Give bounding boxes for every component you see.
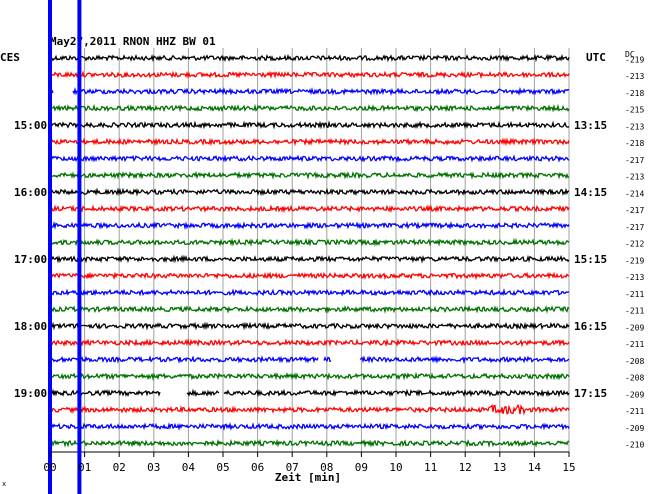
dc-value-label: -209 [625, 424, 644, 433]
corner-mark: x [2, 480, 6, 488]
dc-value-label: -215 [625, 106, 644, 115]
trace-line [49, 338, 570, 348]
trace-line [49, 220, 570, 231]
time-marker-bar [48, 0, 52, 494]
x-tick-label: 01 [78, 461, 91, 474]
x-tick-label: 06 [251, 461, 264, 474]
x-tick-label: 07 [286, 461, 299, 474]
dc-value-label: -213 [625, 173, 644, 182]
trace-line [49, 355, 570, 365]
trace-line [49, 86, 570, 97]
trace-line [49, 321, 570, 331]
dc-value-label: -208 [625, 374, 644, 383]
x-tick-label: 11 [424, 461, 437, 474]
trace-line [49, 154, 570, 163]
dc-value-label: -211 [625, 307, 644, 316]
trace-line [49, 371, 570, 381]
right-axis-label: UTC [586, 51, 606, 64]
chart-title: May27,2011 RNON HHZ BW 01 [50, 35, 216, 48]
dc-value-label: -210 [625, 441, 644, 450]
marker-group [48, 0, 82, 494]
hour-label-utc: 13:15 [574, 119, 607, 132]
trace-line [49, 237, 570, 247]
dc-header: DC [625, 50, 635, 59]
x-tick-label: 05 [216, 461, 229, 474]
dc-value-label: -217 [625, 156, 644, 165]
trace-line [49, 70, 570, 80]
x-tick-label: 04 [182, 461, 196, 474]
dc-value-label: -209 [625, 390, 644, 399]
dc-value-label: -218 [625, 89, 644, 98]
trace-line [49, 271, 570, 281]
trace-line [49, 422, 570, 432]
x-tick-group: 00 01 02 03 04 05 06 07 08 09 10 11 12 13 14 15 [43, 452, 576, 474]
trace-line [49, 438, 570, 448]
label-group: -219 -213 -218 -215 -213 -218 -217 -213 -214 -217… [14, 55, 644, 449]
x-tick-label: 14 [528, 461, 542, 474]
trace-line [49, 187, 570, 197]
dc-value-label: -217 [625, 223, 644, 232]
dc-value-label: -211 [625, 407, 644, 416]
trace-line [49, 103, 570, 113]
hour-label-utc: 15:15 [574, 253, 607, 266]
x-tick-label: 12 [459, 461, 472, 474]
dc-value-label: -211 [625, 340, 644, 349]
trace-line [49, 388, 570, 398]
dc-value-label: -208 [625, 357, 644, 366]
left-axis-label: CES [0, 51, 20, 64]
hour-label-utc: 14:15 [574, 186, 607, 199]
trace-group [49, 53, 570, 448]
x-tick-label: 02 [113, 461, 126, 474]
dc-value-label: -213 [625, 122, 644, 131]
x-tick-label: 10 [389, 461, 402, 474]
trace-line [49, 170, 570, 180]
hour-label-ces: 17:00 [14, 253, 47, 266]
dc-value-label: -217 [625, 206, 644, 215]
dc-value-label: -209 [625, 323, 644, 332]
dc-value-label: -219 [625, 55, 644, 64]
time-marker-bar [77, 0, 82, 494]
trace-line [49, 204, 570, 214]
trace-line [49, 120, 570, 130]
hour-label-ces: 16:00 [14, 186, 47, 199]
hour-label-utc: 16:15 [574, 320, 607, 333]
dc-value-label: -213 [625, 72, 644, 81]
x-tick-label: 08 [320, 461, 333, 474]
grid-lines [49, 48, 570, 453]
trace-line [49, 403, 570, 416]
trace-line [49, 287, 570, 297]
dc-value-label: -213 [625, 273, 644, 282]
dc-value-label: -218 [625, 139, 644, 148]
trace-line [49, 254, 570, 264]
hour-label-ces: 18:00 [14, 320, 47, 333]
dc-value-label: -219 [625, 256, 644, 265]
dc-value-label: -211 [625, 290, 644, 299]
x-tick-label: 15 [562, 461, 575, 474]
hour-label-ces: 15:00 [14, 119, 47, 132]
dc-value-label: -214 [625, 189, 644, 198]
x-axis-label: Zeit [min] [275, 471, 341, 484]
trace-line [49, 137, 570, 147]
trace-line [49, 53, 570, 63]
hour-label-ces: 19:00 [14, 387, 47, 400]
hour-label-utc: 17:15 [574, 387, 607, 400]
dc-value-label: -212 [625, 240, 644, 249]
x-tick-label: 09 [355, 461, 368, 474]
x-tick-label: 13 [493, 461, 506, 474]
trace-line [49, 304, 570, 314]
x-tick-label: 00 [43, 461, 56, 474]
x-tick-label: 03 [147, 461, 160, 474]
